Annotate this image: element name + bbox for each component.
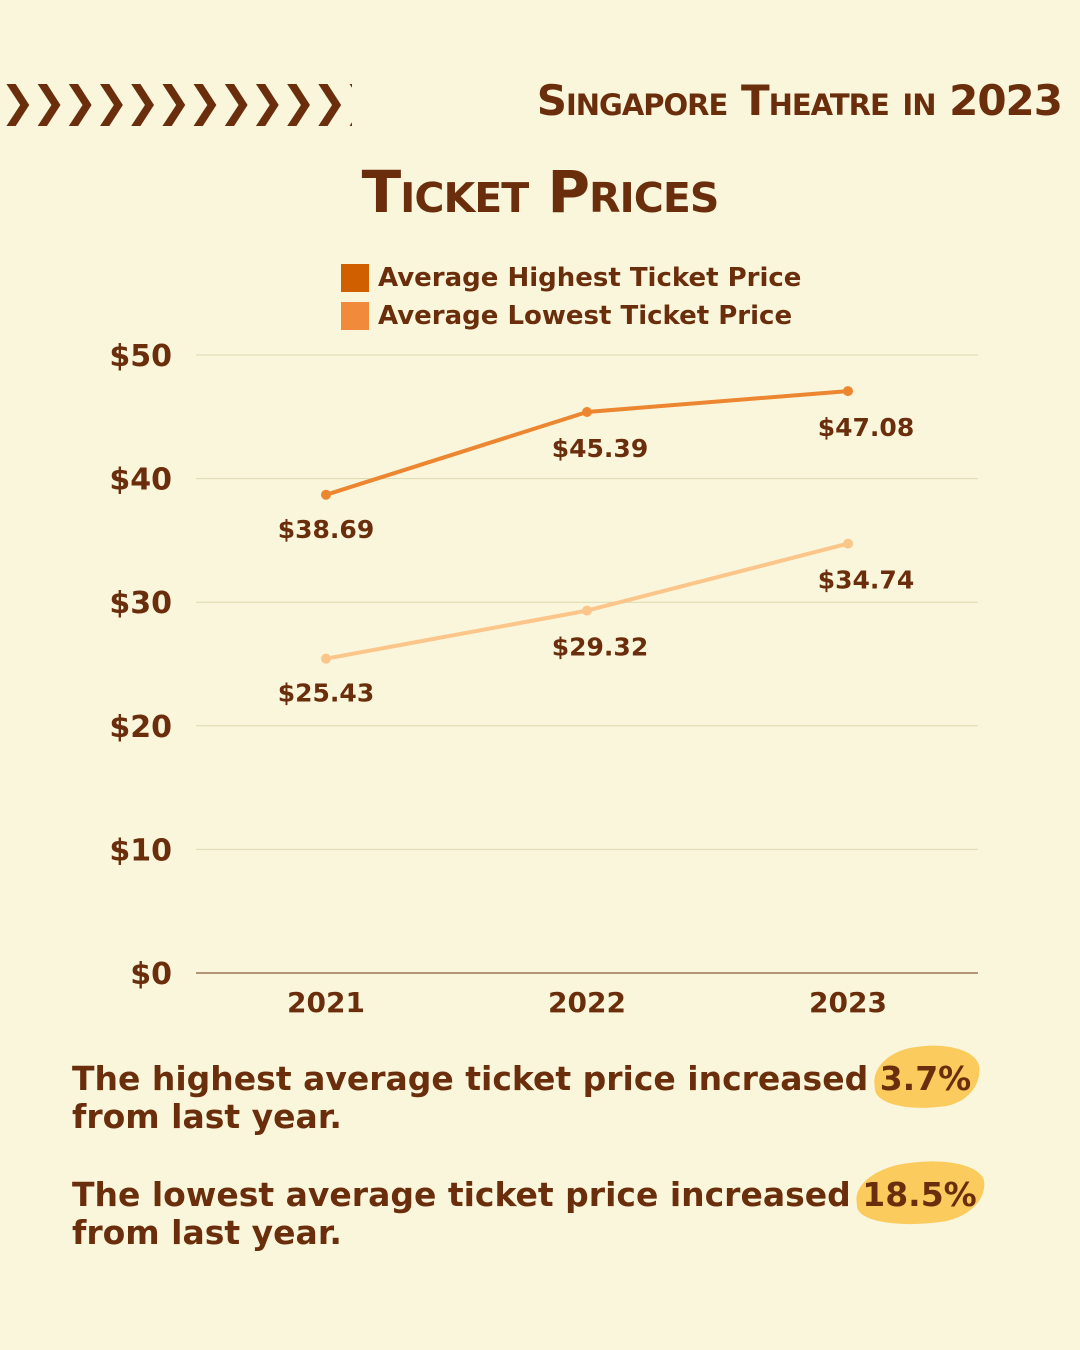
y-tick-label: $20 (109, 710, 172, 745)
legend-item-lowest: Average Lowest Ticket Price (341, 298, 801, 334)
data-label: $47.08 (818, 413, 914, 442)
x-tick-label: 2021 (287, 986, 365, 1019)
legend-swatch-lowest (341, 302, 369, 330)
note-highest-percent: 3.7% (879, 1059, 972, 1098)
data-label: $25.43 (278, 679, 374, 708)
y-tick-label: $0 (130, 957, 172, 992)
x-tick-label: 2023 (809, 986, 887, 1019)
note-lowest-text: The lowest average ticket price increase… (72, 1175, 863, 1214)
note-lowest-increase: The lowest average ticket price increase… (72, 1176, 1002, 1252)
y-tick-label: $50 (109, 339, 172, 374)
note-highest-suffix: from last year. (72, 1097, 342, 1136)
note-lowest-suffix: from last year. (72, 1213, 342, 1252)
chart-legend: Average Highest Ticket Price Average Low… (341, 260, 801, 336)
page-subtitle: Singapore Theatre in 2023 (536, 76, 1063, 125)
legend-label-lowest: Average Lowest Ticket Price (378, 301, 793, 331)
data-point-highest (582, 406, 592, 417)
data-point-highest (843, 386, 853, 397)
data-label: $29.32 (552, 633, 648, 662)
data-point-lowest (843, 538, 853, 549)
page-title: Ticket Prices (361, 158, 720, 226)
data-label: $34.74 (818, 566, 914, 595)
x-tick-label: 2022 (548, 986, 626, 1019)
ticket-price-line-chart: $0 $10 $20 $30 $40 $50 2021 2022 2023 $38.69 $45.3… (109, 339, 978, 1019)
y-tick-label: $10 (109, 833, 172, 868)
data-label: $38.69 (278, 515, 374, 544)
chevron-arrows-decoration: ❯❯❯❯❯❯❯❯❯❯❯❯❯❯ (0, 78, 352, 126)
legend-swatch-highest (341, 264, 369, 292)
y-tick-label: $40 (109, 463, 172, 498)
data-point-lowest (321, 653, 331, 664)
y-tick-label: $30 (109, 586, 172, 621)
legend-item-highest: Average Highest Ticket Price (341, 260, 801, 296)
data-point-lowest (582, 605, 592, 616)
note-lowest-percent: 18.5% (862, 1175, 977, 1214)
note-highest-text: The highest average ticket price increas… (72, 1059, 880, 1098)
data-label: $45.39 (552, 434, 648, 463)
data-point-highest (321, 489, 331, 500)
legend-label-highest: Average Highest Ticket Price (378, 263, 802, 293)
note-highest-increase: The highest average ticket price increas… (72, 1060, 1002, 1136)
